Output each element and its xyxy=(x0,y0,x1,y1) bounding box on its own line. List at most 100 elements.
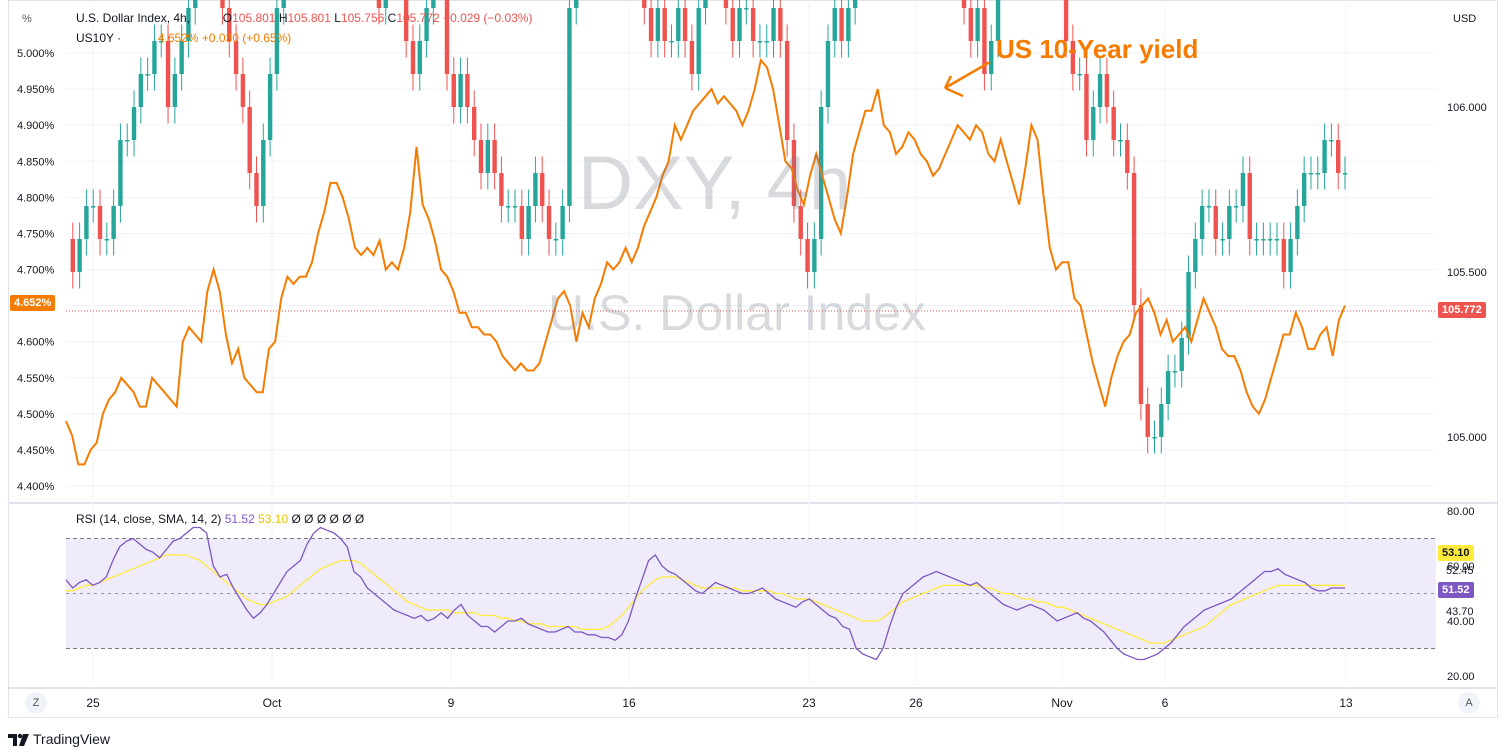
time-axis-tick: 9 xyxy=(448,696,455,710)
zoom-reset-button[interactable]: Z xyxy=(25,692,47,714)
candle-body xyxy=(1267,239,1273,241)
candle-body xyxy=(676,8,681,41)
tradingview-logo-icon xyxy=(8,733,29,746)
candle-body xyxy=(1186,272,1191,338)
candle-body xyxy=(723,0,729,8)
candle-body xyxy=(281,0,286,8)
candle-body xyxy=(1227,206,1232,239)
rsi-legend-label: RSI (14, close, SMA, 14, 2) xyxy=(76,512,222,526)
candle-body xyxy=(254,173,259,206)
candle-body xyxy=(512,206,518,208)
candle-body xyxy=(403,0,409,41)
candle-body xyxy=(750,8,756,41)
candle-body xyxy=(444,0,450,74)
candle-body xyxy=(1220,239,1225,241)
candle-body xyxy=(1172,371,1178,373)
left-axis-tick: 4.750% xyxy=(17,228,55,240)
time-axis[interactable] xyxy=(8,688,1498,718)
candle-body xyxy=(995,0,1001,41)
tradingview-logo-text: TradingView xyxy=(33,731,111,747)
candle-body xyxy=(424,8,429,41)
candle-body xyxy=(1118,140,1123,142)
candle-body xyxy=(982,8,987,74)
time-axis-tick: 6 xyxy=(1162,696,1169,710)
open-value: 105.801 xyxy=(232,11,276,25)
compare-symbol: US10Y · xyxy=(76,31,122,45)
compare-change: +0.030 (+0.65%) xyxy=(201,31,292,45)
change-value: −0.029 (−0.03%) xyxy=(443,11,533,25)
candle-body xyxy=(730,8,735,41)
candle-body xyxy=(1199,206,1205,239)
yield-annotation[interactable]: US 10-Year yield xyxy=(996,34,1199,64)
candle-body xyxy=(1138,305,1144,404)
left-axis-tick: 4.450% xyxy=(17,445,55,457)
candle-body xyxy=(1159,404,1164,437)
candle-body xyxy=(1179,338,1184,371)
left-axis-tick: 4.850% xyxy=(17,156,55,168)
time-axis-tick: Nov xyxy=(1051,696,1072,710)
candle-body xyxy=(778,8,783,41)
rsi-axis-tick: 80.00 xyxy=(1447,506,1475,518)
candle-body xyxy=(737,8,742,41)
candle-body xyxy=(220,0,225,8)
candle-body xyxy=(1152,437,1157,439)
candle-body xyxy=(274,8,280,74)
candle-body xyxy=(118,140,123,206)
rsi-legend-value: 51.52 xyxy=(224,512,255,526)
auto-scale-button[interactable]: A xyxy=(1458,692,1480,714)
left-axis-tick: 4.950% xyxy=(17,84,55,96)
candle-body xyxy=(1084,74,1089,140)
rsi-ma-tag: 53.10 xyxy=(1438,545,1474,561)
candle-body xyxy=(1233,206,1239,208)
candle-body xyxy=(193,0,198,8)
rsi-legend-ma: 53.10 xyxy=(258,512,289,526)
candle-body xyxy=(77,239,82,272)
candle-body xyxy=(655,8,661,41)
candle-body xyxy=(771,8,776,41)
candle-body xyxy=(975,8,980,41)
high-value: 105.801 xyxy=(287,11,331,25)
candle-body xyxy=(451,74,456,107)
left-axis-tick: 4.400% xyxy=(17,481,55,493)
left-axis-unit: % xyxy=(22,13,32,25)
candle-body xyxy=(261,140,266,206)
right-axis-unit[interactable]: USD xyxy=(1453,13,1477,25)
candle-body xyxy=(1308,173,1314,175)
rsi-pane[interactable] xyxy=(8,503,1498,688)
left-axis-tick: 4.900% xyxy=(17,120,55,132)
left-current-tag: 4.652% xyxy=(10,295,56,311)
candle-body xyxy=(1063,0,1069,41)
candle-body xyxy=(247,107,252,173)
candle-body xyxy=(791,140,797,206)
candle-body xyxy=(1097,74,1103,107)
symbol-title[interactable]: U.S. Dollar Index, 4h, O105.801 H105.801… xyxy=(76,11,532,25)
high-label: H xyxy=(278,11,288,25)
candle-body xyxy=(961,0,967,8)
candle-body xyxy=(540,173,545,206)
left-axis-tick: 4.600% xyxy=(17,337,55,349)
watermark-name: U.S. Dollar Index xyxy=(548,285,926,341)
candle-body xyxy=(553,239,559,241)
candle-body xyxy=(784,41,790,140)
time-axis-tick: 13 xyxy=(1339,696,1353,710)
candle-body xyxy=(376,0,382,8)
candle-body xyxy=(471,107,477,140)
right-axis-tick: 105.000 xyxy=(1447,432,1487,444)
candle-body xyxy=(499,173,504,206)
candle-body xyxy=(546,206,552,239)
rsi-legend[interactable]: RSI (14, close, SMA, 14, 2) 51.52 53.10 … xyxy=(76,512,364,526)
candle-body xyxy=(240,74,246,107)
compare-legend[interactable]: US10Y · 4.652% +0.030 (+0.65%) xyxy=(76,31,291,45)
candle-body xyxy=(1329,140,1334,142)
low-label: L xyxy=(334,11,341,25)
watermark-symbol: DXY, 4h xyxy=(578,141,852,226)
right-axis-tick: 105.500 xyxy=(1447,267,1487,279)
candle-body xyxy=(165,41,171,107)
candle-body xyxy=(125,140,130,142)
candle-body xyxy=(233,41,239,74)
rsi-axis-43: 43.70 xyxy=(1446,606,1474,618)
rsi-axis-52: 52.45 xyxy=(1446,565,1474,577)
left-axis-tick: 4.800% xyxy=(17,192,55,204)
candle-body xyxy=(383,0,388,8)
